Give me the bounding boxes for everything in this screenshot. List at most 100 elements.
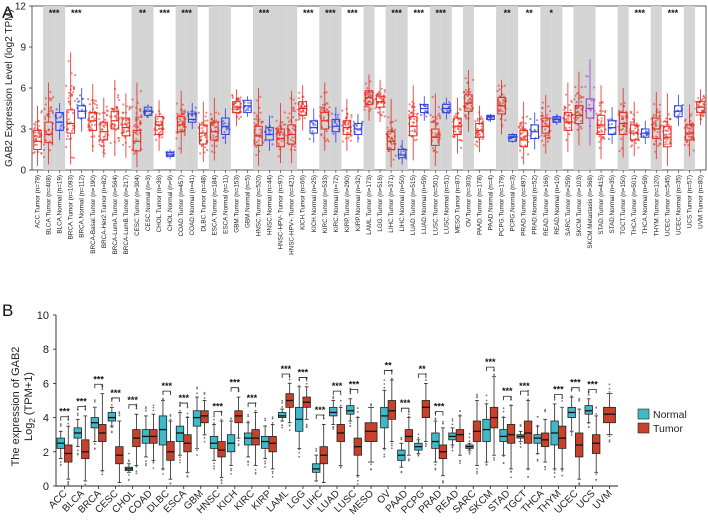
panel-a-point [692, 149, 695, 152]
panel-a-x-tick-label: STAD.Tumor (n=415) [598, 175, 605, 235]
panel-a-point [34, 143, 37, 147]
panel-b-sig-bracket [520, 390, 529, 396]
panel-b-outlier [587, 393, 590, 396]
panel-b-outlier [288, 382, 291, 384]
panel-a-x-tick-label: COAD.Tumor (n=457) [178, 175, 185, 237]
panel-b-outlier [93, 443, 96, 445]
panel-b-outlier [459, 414, 461, 417]
panel-b-y-tick-label: 6 [43, 378, 49, 390]
panel-a-point [597, 119, 600, 122]
panel-a-point [106, 113, 109, 116]
panel-a-point [637, 146, 640, 149]
panel-b-outlier [442, 480, 444, 482]
panel-a-box [33, 129, 42, 151]
panel-a-x-tick-label: LIHC.Normal (n=50) [399, 175, 406, 232]
panel-a-point [102, 135, 105, 139]
panel-b-box [209, 436, 219, 449]
panel-a-point [634, 142, 637, 145]
panel-b-box [387, 400, 396, 420]
panel-b-outlier [424, 379, 427, 382]
panel-a-x-tick-label: KIRC.Tumor (n=533) [322, 175, 329, 233]
panel-b-sig-bracket [435, 411, 444, 416]
panel-b-outlier [264, 425, 267, 427]
panel-a-shade-band [208, 6, 220, 170]
panel-a-point [624, 129, 627, 132]
panel-a-point [101, 141, 104, 144]
panel-a-point [389, 147, 393, 150]
panel-a-point [443, 102, 446, 105]
panel-a-point [435, 121, 438, 125]
panel-a-point [194, 106, 197, 109]
panel-a-box [165, 151, 175, 157]
panel-b-outlier [127, 459, 130, 462]
panel-b-sig-bracket [349, 388, 359, 394]
panel-a-point [67, 111, 70, 114]
panel-a-point [325, 91, 328, 94]
panel-a-point [431, 115, 435, 119]
panel-a-point [369, 107, 372, 111]
panel-a-point [68, 137, 71, 141]
panel-b-outlier [468, 436, 471, 439]
panel-a-point [322, 118, 325, 121]
panel-b-outlier [561, 468, 564, 471]
panel-a-point [42, 143, 46, 146]
panel-b-outlier [390, 377, 393, 380]
panel-b-outlier [383, 379, 386, 382]
panel-a-point [204, 136, 207, 139]
panel-a-point [101, 111, 104, 114]
panel-a-point [598, 135, 601, 138]
panel-a-point [123, 122, 126, 126]
panel-a-point [365, 105, 369, 108]
panel-b-y-tick-label: 0 [43, 481, 49, 493]
panel-a-point [684, 118, 687, 121]
panel-b-significance: *** [587, 379, 598, 389]
panel-b-outlier [186, 471, 189, 474]
panel-a-point [117, 94, 120, 97]
panel-b-outlier [451, 423, 454, 426]
panel-a-point [364, 82, 368, 85]
panel-a-x-tick-label: PRAD.Normal (n=52) [532, 175, 539, 235]
panel-b-significance: *** [553, 385, 564, 395]
panel-a-point [326, 138, 329, 141]
panel-b-outlier [332, 396, 335, 399]
panel-a-point [182, 113, 186, 116]
panel-b-sig-bracket [332, 390, 342, 396]
panel-b-outlier [383, 455, 386, 458]
panel-a-point [349, 134, 352, 137]
panel-a-point [122, 130, 125, 133]
panel-a-point [523, 135, 526, 138]
panel-a-point [38, 134, 41, 137]
panel-a-shade-band [186, 6, 198, 170]
panel-a-point [122, 103, 125, 106]
panel-a-point [44, 115, 47, 118]
panel-a-significance: *** [347, 8, 358, 18]
panel-b-y-axis-label-rest: (TPM+1) [23, 372, 35, 418]
panel-a-point [44, 97, 47, 100]
panel-b-outlier [578, 397, 581, 400]
panel-a-shade-band [540, 6, 552, 170]
panel-a-point [35, 143, 38, 146]
panel-b-outlier [510, 470, 512, 473]
panel-a-point [256, 122, 259, 126]
panel-a-point [73, 74, 77, 77]
panel-a-point [521, 116, 524, 119]
panel-a-point [105, 105, 108, 108]
panel-b-legend-swatch [637, 422, 650, 434]
panel-b-outlier [349, 392, 352, 395]
panel-b-outlier [339, 404, 342, 407]
panel-a-point [303, 105, 306, 108]
panel-a-point [668, 118, 672, 121]
panel-a-point [658, 110, 661, 113]
panel-a-point [283, 111, 286, 114]
panel-b-y-axis-label-log: Log [23, 423, 35, 441]
panel-b-outlier [118, 411, 121, 414]
panel-b-box [158, 415, 168, 446]
panel-a-point [222, 122, 225, 126]
panel-a-point [577, 116, 580, 119]
panel-a-point [499, 101, 502, 105]
panel-a-point [629, 120, 632, 124]
panel-a-x-tick-label: KICH.Tumor (n=66) [300, 175, 307, 230]
panel-a-point [519, 121, 523, 124]
panel-a-point [546, 114, 549, 117]
panel-a-x-tick-label: BRCA.Tumor (n=1093) [68, 175, 75, 239]
